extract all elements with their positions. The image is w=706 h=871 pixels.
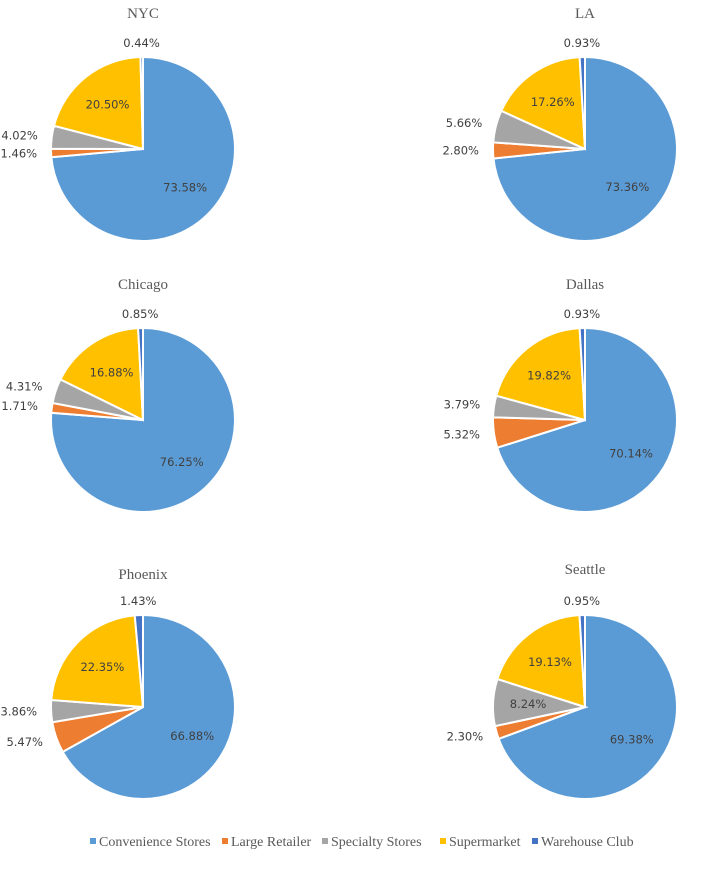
data-label: 4.02% [1, 128, 38, 142]
data-label: 3.79% [444, 397, 481, 411]
data-label: 22.35% [80, 660, 124, 674]
legend-label: Warehouse Club [541, 835, 634, 850]
data-label: 2.30% [447, 729, 484, 743]
legend-label: Convenience Stores [99, 835, 211, 850]
slice-convenience-stores [61, 613, 236, 800]
chart-title: Phoenix [118, 567, 168, 583]
data-label: 69.38% [610, 733, 654, 747]
data-label: 17.26% [531, 95, 575, 109]
data-label: 1.43% [120, 594, 157, 608]
data-label: 20.50% [86, 97, 130, 111]
slice-warehouse-club [578, 55, 586, 150]
chart-title: LA [575, 6, 595, 22]
data-label: 19.82% [527, 369, 571, 383]
slice-warehouse-club [578, 613, 586, 708]
data-label: 5.47% [6, 735, 43, 749]
pie-phoenix: Phoenix 66.88% 5.47% 3.86% 22.35% 1.43% [1, 567, 236, 800]
data-label: 16.88% [90, 365, 134, 379]
pie-la: LA 73.36% 2.80% 5.66% 17.26% 0.93% [442, 6, 678, 242]
slice-supermarket [495, 327, 587, 422]
slice-supermarket [50, 614, 145, 709]
slice-warehouse-club [137, 326, 144, 421]
data-label: 5.32% [443, 428, 480, 442]
data-label: 0.85% [122, 307, 159, 321]
pie-seattle: Seattle 69.38% 2.30% 8.24% 19.13% 0.95% [447, 562, 678, 800]
slice-supermarket [499, 56, 587, 151]
legend-label: Large Retailer [231, 835, 312, 850]
data-label: 5.66% [446, 116, 483, 130]
chart-title: Seattle [565, 562, 606, 578]
data-label: 19.13% [528, 655, 572, 669]
data-label: 1.46% [1, 147, 38, 161]
slice-warehouse-club [578, 326, 586, 421]
data-label: 2.80% [442, 144, 479, 158]
slice-convenience-stores [50, 326, 236, 513]
pie-chicago: Chicago 76.25% 1.71% 4.31% 16.88% 0.85% [1, 277, 236, 513]
data-label: 76.25% [160, 455, 204, 469]
legend-swatch-specialty-stores [322, 838, 328, 844]
data-label: 3.86% [1, 705, 38, 719]
chart-title: NYC [127, 6, 159, 22]
chart-title: Chicago [118, 277, 168, 293]
legend-swatch-supermarket [440, 838, 446, 844]
slice-convenience-stores [495, 326, 678, 513]
legend-label: Specialty Stores [331, 835, 422, 850]
data-label: 0.93% [564, 307, 601, 321]
legend-swatch-convenience-stores [90, 838, 96, 844]
slice-warehouse-club [133, 613, 144, 708]
data-label: 8.24% [510, 697, 547, 711]
legend-label: Supermarket [449, 835, 521, 850]
legend-swatch-warehouse-club [532, 838, 538, 844]
data-label: 70.14% [609, 447, 653, 461]
slice-supermarket [496, 614, 587, 709]
chart-title: Dallas [566, 277, 604, 293]
data-label: 0.95% [564, 594, 601, 608]
data-label: 73.36% [605, 180, 649, 194]
pie-nyc: NYC 73.58% 1.46% 4.02% 20.50% 0.44% [1, 6, 236, 242]
data-label: 4.31% [6, 380, 43, 394]
data-label: 73.58% [163, 180, 207, 194]
legend-swatch-large-retailer [222, 838, 228, 844]
slice-supermarket [52, 56, 145, 151]
slice-warehouse-club [139, 55, 144, 150]
data-label: 66.88% [170, 729, 214, 743]
data-label: 0.93% [564, 36, 601, 50]
data-label: 1.71% [1, 399, 38, 413]
data-label: 0.44% [123, 36, 160, 50]
slice-supermarket [59, 327, 145, 422]
legend: Convenience Stores Large Retailer Specialt… [90, 835, 634, 850]
pie-dallas: Dallas 70.14% 5.32% 3.79% 19.82% 0.93% [443, 277, 678, 513]
